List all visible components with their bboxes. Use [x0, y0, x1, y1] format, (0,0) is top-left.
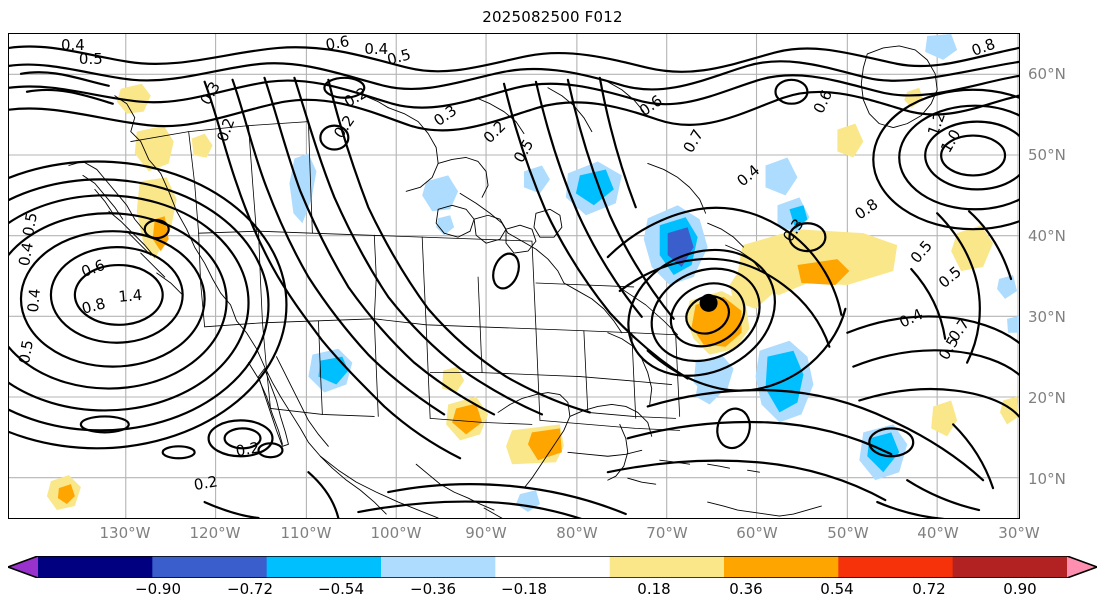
xtick-label: 40°W: [917, 524, 959, 542]
ytick-label: 30°N: [1028, 308, 1066, 326]
svg-text:0.2: 0.2: [192, 472, 219, 494]
colorbar-under-triangle: [8, 556, 38, 578]
svg-text:0.5: 0.5: [385, 45, 413, 69]
colorbar-band: [266, 556, 382, 578]
xtick-label: 70°W: [646, 524, 688, 542]
xtick-label: 90°W: [465, 524, 507, 542]
colorbar-tick-label: 0.18: [637, 580, 671, 598]
colorbar-band: [38, 556, 153, 578]
colorbar-band: [495, 556, 611, 578]
svg-text:0.2: 0.2: [234, 438, 261, 460]
cyclone-center-marker: [699, 293, 718, 312]
colorbar[interactable]: [8, 556, 1097, 578]
map-plot-area[interactable]: 0.4 0.5 0.6 0.4 0.5 0.3 0.2 0.2 0.2 0.3 …: [8, 33, 1020, 519]
page-title: 2025082500 F012: [482, 8, 623, 26]
colorbar-tick-label: 0.90: [1003, 580, 1037, 598]
colorbar-band: [381, 556, 496, 578]
svg-text:0.4: 0.4: [364, 40, 388, 58]
ytick-label: 10°N: [1028, 470, 1066, 488]
svg-text:0.4: 0.4: [24, 288, 44, 313]
colorbar-tick-label: −0.72: [227, 580, 273, 598]
ytick-label: 20°N: [1028, 389, 1066, 407]
xtick-label: 30°W: [998, 524, 1040, 542]
colorbar-band: [152, 556, 268, 578]
svg-text:0.4: 0.4: [15, 241, 37, 268]
svg-text:0.5: 0.5: [79, 50, 103, 68]
colorbar-tick-label: 0.54: [820, 580, 854, 598]
ytick-label: 50°N: [1028, 146, 1066, 164]
colorbar-tick-label: 0.36: [729, 580, 763, 598]
colorbar-over-triangle: [1067, 556, 1097, 578]
colorbar-band: [609, 556, 725, 578]
colorbar-tick-label: −0.90: [135, 580, 181, 598]
colorbar-band: [724, 556, 839, 578]
colorbar-band: [952, 556, 1068, 578]
colorbar-tick-label: 0.72: [912, 580, 946, 598]
xtick-label: 110°W: [280, 524, 332, 542]
xtick-label: 60°W: [736, 524, 778, 542]
coastlines: [68, 45, 938, 518]
xtick-label: 80°W: [556, 524, 598, 542]
colorbar-tick-label: −0.18: [501, 580, 547, 598]
ytick-label: 40°N: [1028, 227, 1066, 245]
map-canvas: 0.4 0.5 0.6 0.4 0.5 0.3 0.2 0.2 0.2 0.3 …: [9, 34, 1019, 518]
svg-text:0.5: 0.5: [19, 211, 41, 238]
colorbar-band: [838, 556, 954, 578]
ytick-label: 60°N: [1028, 65, 1066, 83]
xtick-label: 120°W: [189, 524, 241, 542]
contour-lines: [9, 45, 1019, 518]
xtick-label: 50°W: [827, 524, 869, 542]
svg-text:0.5: 0.5: [15, 339, 37, 366]
xtick-label: 100°W: [370, 524, 422, 542]
svg-text:0.8: 0.8: [80, 294, 108, 318]
colorbar-tick-label: −0.36: [410, 580, 456, 598]
xtick-label: 130°W: [99, 524, 151, 542]
svg-text:0.4: 0.4: [61, 36, 85, 54]
svg-text:1.4: 1.4: [118, 286, 143, 306]
colorbar-tick-label: −0.54: [318, 580, 364, 598]
svg-text:0.6: 0.6: [324, 34, 351, 54]
colorbar-bands: [8, 556, 1097, 578]
